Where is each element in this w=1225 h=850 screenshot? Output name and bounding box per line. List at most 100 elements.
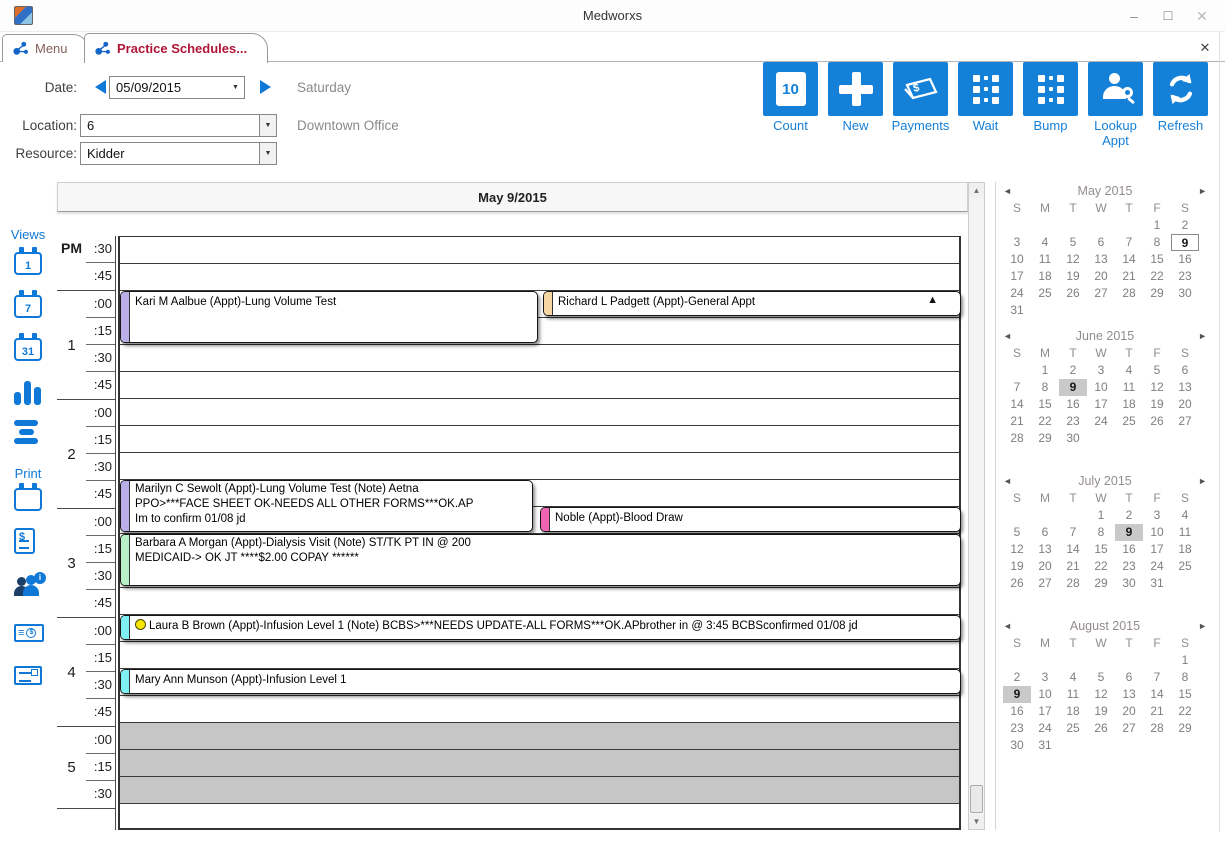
calendar-day[interactable]: 30: [1178, 286, 1192, 300]
calendar-day[interactable]: 18: [1122, 397, 1136, 411]
appointment[interactable]: Laura B Brown (Appt)-Infusion Level 1 (N…: [120, 615, 961, 640]
calendar-day[interactable]: 16: [1010, 704, 1024, 718]
calendar-day[interactable]: 30: [1010, 738, 1024, 752]
refresh-button[interactable]: Refresh: [1153, 62, 1208, 149]
calendar-day[interactable]: 6: [1097, 235, 1105, 249]
calendar-day[interactable]: 24: [1150, 559, 1164, 573]
calendar-day[interactable]: 15: [1094, 542, 1108, 556]
calendar-day[interactable]: 19: [1066, 269, 1080, 283]
calendar-day[interactable]: 3: [1153, 508, 1161, 522]
time-slot[interactable]: [120, 372, 959, 399]
calendar-day[interactable]: 22: [1150, 269, 1164, 283]
money-list-button[interactable]: ≡ $: [14, 624, 44, 642]
calendar-day[interactable]: 3: [1041, 670, 1049, 684]
calendar-day[interactable]: 16: [1122, 542, 1136, 556]
calendar-day[interactable]: 15: [1150, 252, 1164, 266]
calendar-day[interactable]: 23: [1122, 559, 1136, 573]
time-slot[interactable]: [120, 642, 959, 669]
calendar-day[interactable]: 18: [1038, 269, 1052, 283]
appointment[interactable]: Noble (Appt)-Blood Draw: [540, 507, 961, 532]
time-slot[interactable]: [120, 723, 959, 750]
calendar-day[interactable]: 10: [1010, 252, 1024, 266]
dropdown-caret-icon[interactable]: [259, 115, 276, 136]
scrollbar-thumb[interactable]: [970, 785, 983, 813]
time-slot[interactable]: [120, 237, 959, 264]
people-info-button[interactable]: i: [14, 572, 46, 598]
time-slot[interactable]: [120, 750, 959, 777]
lookup-appt-button[interactable]: Lookup Appt: [1088, 62, 1143, 149]
calendar-day[interactable]: 4: [1125, 363, 1133, 377]
collapse-icon[interactable]: [927, 294, 938, 306]
calendar-day[interactable]: 23: [1066, 414, 1080, 428]
calendar-day[interactable]: 27: [1122, 721, 1136, 735]
new-button[interactable]: New: [828, 62, 883, 149]
print-calendar-button[interactable]: [14, 483, 42, 511]
envelope-button[interactable]: [14, 666, 42, 685]
calendar-day[interactable]: 17: [1010, 269, 1024, 283]
calendar-day[interactable]: 14: [1122, 252, 1136, 266]
calendar-day[interactable]: 27: [1094, 286, 1108, 300]
vertical-scrollbar[interactable]: [968, 182, 985, 830]
calendar-day[interactable]: 20: [1122, 704, 1136, 718]
resource-dropdown[interactable]: Kidder: [80, 142, 277, 165]
calendar-day[interactable]: 2: [1181, 218, 1189, 232]
calendar-day[interactable]: 28: [1150, 721, 1164, 735]
tab-close-icon[interactable]: ✕: [1199, 40, 1211, 55]
next-month-icon[interactable]: ►: [1198, 476, 1207, 486]
calendar-day[interactable]: 21: [1010, 414, 1024, 428]
month-view-button[interactable]: 31: [14, 333, 42, 361]
calendar-day[interactable]: 2: [1013, 670, 1021, 684]
calendar-day[interactable]: 11: [1178, 525, 1192, 539]
calendar-day[interactable]: 17: [1150, 542, 1164, 556]
count-button[interactable]: 10 Count: [763, 62, 818, 149]
statement-button[interactable]: [14, 528, 35, 554]
dropdown-caret-icon[interactable]: [227, 77, 244, 98]
time-slot[interactable]: [120, 588, 959, 615]
calendar-day[interactable]: 14: [1150, 687, 1164, 701]
calendar-day[interactable]: 11: [1066, 687, 1080, 701]
prev-month-icon[interactable]: ◄: [1003, 331, 1012, 341]
time-slot[interactable]: [120, 777, 959, 804]
calendar-day[interactable]: 18: [1178, 542, 1192, 556]
time-slot[interactable]: [120, 696, 959, 723]
calendar-day[interactable]: 31: [1038, 738, 1052, 752]
prev-month-icon[interactable]: ◄: [1003, 476, 1012, 486]
calendar-day[interactable]: 12: [1066, 252, 1080, 266]
calendar-day[interactable]: 16: [1178, 252, 1192, 266]
wait-button[interactable]: Wait: [958, 62, 1013, 149]
timeline-view-button[interactable]: [14, 420, 38, 444]
calendar-day[interactable]: 10: [1150, 525, 1164, 539]
calendar-day[interactable]: 26: [1150, 414, 1164, 428]
time-slot[interactable]: [120, 804, 959, 828]
calendar-day[interactable]: 8: [1181, 670, 1189, 684]
calendar-day[interactable]: 31: [1010, 303, 1024, 317]
calendar-day[interactable]: 5: [1153, 363, 1161, 377]
calendar-day[interactable]: 6: [1125, 670, 1133, 684]
calendar-day[interactable]: 24: [1094, 414, 1108, 428]
calendar-day[interactable]: 1: [1153, 218, 1161, 232]
calendar-day[interactable]: 10: [1038, 687, 1052, 701]
calendar-day[interactable]: 9: [1059, 379, 1087, 396]
calendar-day[interactable]: 25: [1178, 559, 1192, 573]
calendar-day[interactable]: 29: [1178, 721, 1192, 735]
calendar-day[interactable]: 19: [1094, 704, 1108, 718]
chart-view-button[interactable]: [14, 379, 41, 405]
calendar-day[interactable]: 11: [1038, 252, 1052, 266]
previous-day-icon[interactable]: [95, 80, 106, 94]
calendar-day[interactable]: 3: [1013, 235, 1021, 249]
payments-button[interactable]: $ Payments: [892, 62, 949, 149]
calendar-day[interactable]: 26: [1010, 576, 1024, 590]
calendar-day[interactable]: 20: [1094, 269, 1108, 283]
calendar-day[interactable]: 4: [1069, 670, 1077, 684]
calendar-day[interactable]: 12: [1094, 687, 1108, 701]
calendar-day[interactable]: 15: [1038, 397, 1052, 411]
calendar-day[interactable]: 16: [1066, 397, 1080, 411]
calendar-day[interactable]: 1: [1181, 653, 1189, 667]
prev-month-icon[interactable]: ◄: [1003, 186, 1012, 196]
calendar-day[interactable]: 20: [1178, 397, 1192, 411]
calendar-day[interactable]: 29: [1094, 576, 1108, 590]
calendar-day[interactable]: 15: [1178, 687, 1192, 701]
calendar-day[interactable]: 4: [1181, 508, 1189, 522]
scroll-down-icon[interactable]: [969, 814, 984, 829]
day-view-button[interactable]: 1: [14, 247, 42, 275]
